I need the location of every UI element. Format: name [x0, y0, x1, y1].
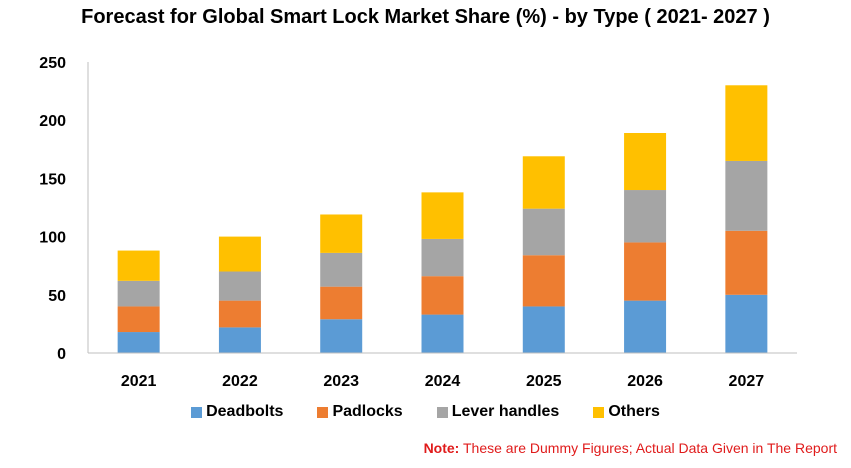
bar-segment	[117, 332, 160, 353]
legend-item: Padlocks	[317, 403, 403, 421]
legend: Deadbolts Padlocks Lever handles Others	[0, 403, 851, 421]
legend-swatch	[593, 406, 605, 418]
bar-segment	[320, 252, 363, 287]
x-tick-label: 2024	[425, 373, 461, 390]
y-axis: 0 50 100 150 200 250	[39, 55, 89, 363]
legend-item: Deadbolts	[191, 403, 283, 421]
bar-segment	[624, 242, 667, 301]
legend-label: Lever handles	[451, 403, 560, 420]
legend-swatch	[191, 406, 203, 418]
x-axis: 2021 2022 2023 2024 2025 2026 2027	[88, 352, 797, 390]
bar-segment	[117, 250, 160, 281]
bar-segment	[522, 306, 565, 353]
bar-segment	[522, 255, 565, 307]
bar-segment	[725, 85, 768, 161]
bars	[117, 85, 768, 353]
legend-swatch	[436, 406, 448, 418]
bar-segment	[421, 238, 464, 277]
bar-segment	[117, 280, 160, 307]
legend-label: Deadbolts	[206, 403, 284, 420]
x-tick-label: 2027	[729, 373, 765, 390]
bar-segment	[624, 133, 667, 191]
note-label: Note:	[423, 440, 460, 456]
note: Note: These are Dummy Figures; Actual Da…	[424, 440, 837, 456]
bar-segment	[725, 230, 768, 295]
chart-title: Forecast for Global Smart Lock Market Sh…	[81, 6, 770, 28]
bar-segment	[421, 314, 464, 353]
y-tick-label: 0	[57, 346, 66, 363]
y-tick-label: 150	[39, 171, 66, 188]
x-tick-label: 2021	[121, 373, 157, 390]
bar-segment	[320, 214, 363, 253]
legend-item: Lever handles	[436, 403, 560, 421]
bar-segment	[725, 294, 768, 353]
bar-segment	[218, 300, 261, 328]
y-tick-label: 50	[48, 288, 66, 305]
bar-segment	[320, 286, 363, 320]
bar-segment	[218, 271, 261, 301]
y-tick-label: 200	[39, 113, 66, 130]
bar-segment	[725, 160, 768, 231]
x-tick-label: 2026	[627, 373, 663, 390]
bar-segment	[320, 319, 363, 353]
bar-segment	[421, 276, 464, 315]
legend-swatch	[317, 406, 329, 418]
bar-segment	[624, 300, 667, 353]
legend-item: Others	[593, 403, 660, 421]
bar-segment	[218, 236, 261, 272]
legend-label: Others	[608, 403, 660, 420]
x-tick-label: 2022	[222, 373, 258, 390]
y-tick-label: 100	[39, 230, 66, 247]
x-tick-label: 2023	[323, 373, 359, 390]
bar-segment	[522, 156, 565, 209]
bar-segment	[624, 190, 667, 243]
legend-label: Padlocks	[332, 403, 403, 420]
bar-segment	[522, 208, 565, 256]
bar-segment	[421, 192, 464, 239]
note-text: These are Dummy Figures; Actual Data Giv…	[462, 440, 837, 456]
x-tick-label: 2025	[526, 373, 562, 390]
y-tick-label: 250	[39, 55, 66, 72]
bar-segment	[218, 327, 261, 353]
bar-segment	[117, 306, 160, 333]
